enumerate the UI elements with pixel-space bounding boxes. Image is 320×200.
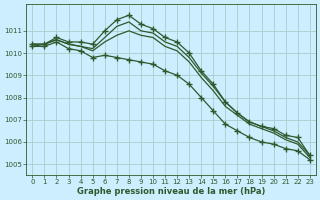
X-axis label: Graphe pression niveau de la mer (hPa): Graphe pression niveau de la mer (hPa) [77, 187, 265, 196]
